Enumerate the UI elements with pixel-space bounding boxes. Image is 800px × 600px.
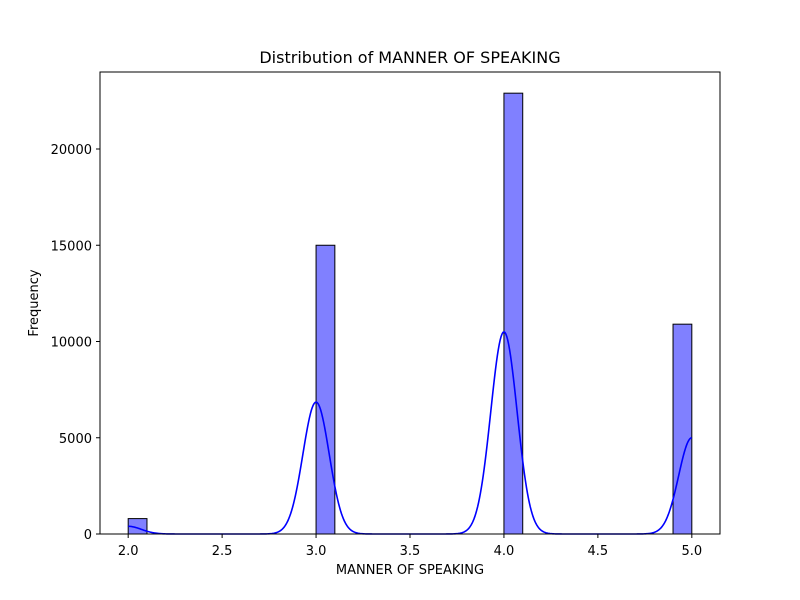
histogram-bar-2 <box>503 92 524 535</box>
histogram-bar-3 <box>672 323 693 535</box>
y-tick-label: 5000 <box>59 432 92 447</box>
y-tick-label: 20000 <box>51 143 92 158</box>
x-tick-label: 3.5 <box>400 544 421 559</box>
x-tick-label: 2.0 <box>118 544 139 559</box>
y-axis: 0 5000 10000 15000 20000 <box>51 143 100 543</box>
x-tick-label: 3.0 <box>306 544 327 559</box>
y-tick-label: 0 <box>84 528 92 543</box>
x-axis-label: MANNER OF SPEAKING <box>336 563 484 578</box>
x-tick-label: 4.5 <box>588 544 609 559</box>
x-tick-label: 2.5 <box>212 544 233 559</box>
y-axis-label: Frequency <box>27 269 42 336</box>
x-axis: 2.0 2.5 3.0 3.5 4.0 4.5 5.0 <box>118 534 702 559</box>
y-tick-label: 10000 <box>51 336 92 351</box>
histogram-bar-1 <box>315 244 336 535</box>
x-tick-label: 5.0 <box>681 544 702 559</box>
x-tick-label: 4.0 <box>494 544 515 559</box>
y-tick-label: 15000 <box>51 239 92 254</box>
chart-title: Distribution of MANNER OF SPEAKING <box>259 48 560 67</box>
